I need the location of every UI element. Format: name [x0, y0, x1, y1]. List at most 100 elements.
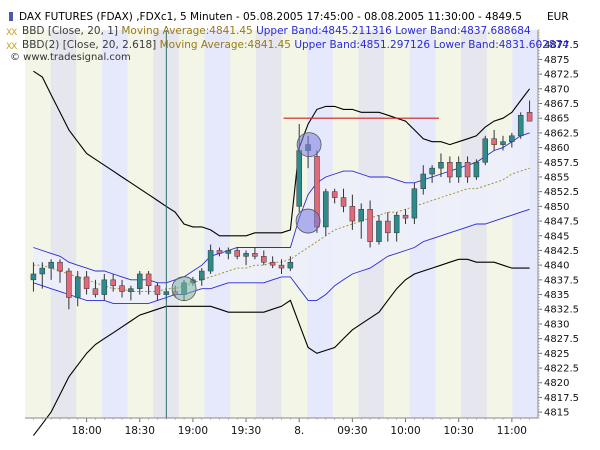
candle[interactable]: [393, 212, 400, 242]
legend-main: DAX FUTURES (FDAX) ,FDXc1, 5 Minuten - 0…: [6, 10, 569, 24]
candle[interactable]: [438, 153, 444, 177]
marker-circle: [296, 132, 322, 158]
candle[interactable]: [74, 271, 81, 307]
y-tick-label: 4825: [544, 349, 569, 360]
candle[interactable]: [331, 188, 338, 204]
candle[interactable]: [429, 165, 435, 183]
bbd2-prefix: BBD(2) [Close, 20, 2.618]: [22, 39, 157, 51]
candle[interactable]: [83, 271, 90, 295]
candle[interactable]: [402, 209, 409, 224]
candle[interactable]: [455, 156, 462, 183]
candle[interactable]: [48, 259, 54, 280]
candle[interactable]: [447, 156, 453, 183]
currency-label: EUR: [547, 11, 569, 23]
candle[interactable]: [491, 129, 497, 151]
candle[interactable]: [57, 259, 63, 283]
y-tick-label: 4832.5: [544, 305, 579, 316]
candle[interactable]: [66, 268, 72, 310]
x-tick-label: 19:00: [178, 425, 208, 437]
y-tick-label: 4855: [544, 172, 569, 183]
marker-circle: [295, 208, 321, 234]
candle[interactable]: [154, 282, 161, 301]
candle[interactable]: [101, 273, 108, 301]
candle[interactable]: [92, 279, 99, 298]
stripe: [76, 30, 103, 418]
candle-body: [225, 250, 232, 254]
candle[interactable]: [269, 256, 276, 269]
y-tick-label: 4875: [544, 55, 569, 66]
candle-body: [482, 138, 489, 163]
candle[interactable]: [278, 259, 285, 274]
candle[interactable]: [482, 135, 489, 166]
candle-body: [92, 288, 99, 295]
candle-body: [455, 162, 462, 178]
candle-body: [136, 273, 143, 289]
candle-body: [340, 197, 347, 207]
stripe: [255, 30, 282, 418]
marker-circle: [171, 276, 197, 302]
candle[interactable]: [464, 156, 471, 183]
candle[interactable]: [420, 165, 427, 195]
candle[interactable]: [340, 188, 347, 213]
y-tick-label: 4840: [544, 261, 569, 272]
candle[interactable]: [216, 247, 223, 257]
candle-body: [278, 264, 285, 269]
bbd-prefix: BBD [Close, 20, 1]: [22, 25, 119, 37]
candle-body: [48, 261, 54, 269]
candle[interactable]: [119, 279, 125, 298]
candle[interactable]: [473, 159, 480, 180]
candle[interactable]: [367, 200, 373, 248]
candle-body: [39, 267, 46, 275]
candle[interactable]: [287, 256, 294, 272]
bbd2-lb: Lower Band:4831.602874: [433, 39, 569, 51]
watermark: © www.tradesignal.com: [10, 52, 131, 63]
candle[interactable]: [30, 262, 37, 292]
candle[interactable]: [243, 250, 249, 266]
candle-body: [473, 162, 480, 178]
candle-body: [66, 270, 72, 298]
candle[interactable]: [323, 188, 329, 236]
candle-body: [438, 162, 444, 169]
y-tick-label: 4872.5: [544, 70, 579, 81]
candle[interactable]: [500, 135, 506, 151]
candle[interactable]: [358, 203, 364, 239]
y-tick-label: 4857.5: [544, 158, 579, 169]
upper-band-2-line: [33, 70, 531, 237]
candle[interactable]: [234, 247, 240, 260]
y-tick-label: 4815: [544, 408, 569, 419]
candle[interactable]: [509, 132, 515, 148]
y-tick-label: 4862.5: [544, 128, 579, 139]
candle-body: [101, 279, 108, 295]
candle[interactable]: [225, 247, 232, 260]
y-tick-label: 4827.5: [544, 334, 579, 345]
candle[interactable]: [110, 273, 116, 292]
candle[interactable]: [261, 250, 267, 266]
candle[interactable]: [526, 100, 533, 122]
bbd-lb: Lower Band:4837.688684: [395, 25, 531, 37]
candle[interactable]: [128, 285, 134, 301]
x-tick-label: 11:00: [497, 425, 527, 437]
candle[interactable]: [136, 271, 143, 295]
y-tick-label: 4830: [544, 319, 569, 330]
candle[interactable]: [349, 194, 356, 230]
candle-body: [145, 273, 152, 286]
candle[interactable]: [207, 244, 214, 274]
candle[interactable]: [199, 268, 205, 286]
candle[interactable]: [376, 215, 382, 245]
stripe: [230, 30, 257, 418]
candle[interactable]: [145, 271, 152, 295]
y-tick-label: 4860: [544, 143, 569, 154]
candle[interactable]: [517, 112, 524, 139]
y-tick-label: 4852.5: [544, 187, 579, 198]
candle-body: [261, 256, 267, 263]
candle[interactable]: [411, 182, 418, 224]
candle-body: [358, 209, 364, 222]
chart-title: DAX FUTURES (FDAX) ,FDXc1, 5 Minuten - 0…: [19, 11, 522, 23]
candle-body: [323, 191, 329, 228]
x-tick-label: 10:00: [390, 425, 420, 437]
candle[interactable]: [39, 262, 46, 289]
legend-bbd2: XX BBD(2) [Close, 20, 2.618] Moving Avera…: [6, 38, 569, 52]
candle[interactable]: [252, 247, 258, 260]
candle[interactable]: [385, 212, 391, 242]
candle-body: [269, 261, 276, 266]
